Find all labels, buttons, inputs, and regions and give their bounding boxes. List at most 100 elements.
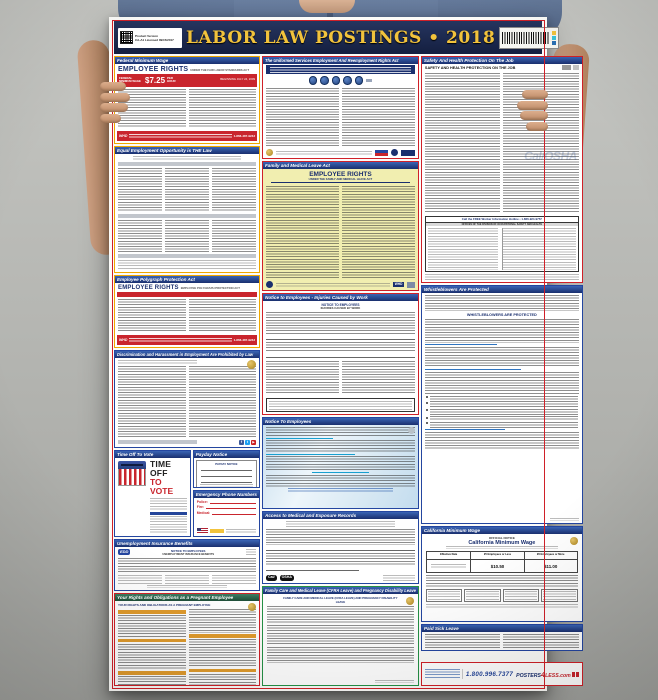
finger xyxy=(100,103,128,112)
dense-text xyxy=(118,168,162,213)
subheading-band xyxy=(118,162,256,166)
service-icon xyxy=(354,76,364,85)
brand-prefix: POSTERS xyxy=(516,672,541,679)
sick-leave-body-text xyxy=(422,632,582,650)
link-text xyxy=(312,471,369,474)
emergency-row: Fire: xyxy=(197,505,256,509)
section-userra: The Uniformed Services Employment And Re… xyxy=(262,56,419,159)
poster-content: Federal Minimum Wage EMPLOYEE RIGHTS UND… xyxy=(114,56,583,686)
footer-phone: 1.800.996.7377 xyxy=(465,670,514,678)
finger xyxy=(517,100,548,110)
right-hand xyxy=(512,90,548,131)
cal-logo: Cal/ xyxy=(266,575,277,581)
state-seal-icon xyxy=(405,597,414,605)
polygraph-footer: WHD 1-866-487-9243 xyxy=(117,335,257,345)
offices-columns xyxy=(426,226,578,271)
section-header: Notice to Employees - Injuries Caused by… xyxy=(263,294,418,301)
dense-text xyxy=(165,220,209,252)
subheading-band xyxy=(118,214,256,219)
middle-column: The Uniformed Services Employment And Re… xyxy=(262,56,419,686)
vote-line2: TO VOTE xyxy=(150,477,174,496)
section-header: Your Rights and Obligations as a Pregnan… xyxy=(115,594,259,601)
section-header: Payday Notice xyxy=(193,451,259,458)
rate-box xyxy=(425,589,463,602)
dense-text xyxy=(188,673,256,685)
dense-text xyxy=(246,549,256,556)
unemployment-titles: NOTICE TO EMPLOYEES UNEMPLOYMENT INSURAN… xyxy=(132,549,244,557)
bullet-icon xyxy=(425,409,428,412)
dense-text xyxy=(288,488,393,494)
rate-date-cell xyxy=(427,560,472,572)
labor-law-poster: Product Version CA-A1 Licensed 09/15/201… xyxy=(109,17,583,691)
finger xyxy=(100,113,121,123)
dense-text xyxy=(266,553,415,565)
link-text xyxy=(266,437,333,439)
qr-label-line1: Product Version xyxy=(135,33,159,38)
left-hand xyxy=(100,82,130,123)
dense-text xyxy=(268,400,413,410)
payday-emergency-stack: Payday Notice PAYDAY NOTICE Emergency Ph… xyxy=(192,450,260,537)
dense-text xyxy=(270,66,411,73)
safety-title: SAFETY AND HEALTH PROTECTION ON THE JOB xyxy=(424,65,516,70)
dense-text xyxy=(375,680,414,683)
section-header: Family and Medical Leave Act xyxy=(263,162,418,169)
barcode-icon xyxy=(502,31,551,44)
section-california-minimum-wage: California Minimum Wage OFFICIAL NOTICE … xyxy=(420,526,583,622)
section-header: Whistleblowers Are Protected xyxy=(421,286,582,293)
dense-text xyxy=(424,274,579,280)
orange-subhead xyxy=(188,634,256,638)
rate-cell: $11.00 xyxy=(544,563,558,569)
footer-note xyxy=(424,669,463,679)
dense-text xyxy=(425,575,578,587)
pregnant-body xyxy=(115,607,259,685)
dense-text xyxy=(266,312,415,335)
section-access-medical-records: Access to Medical and Exposure Records C… xyxy=(262,511,419,584)
dense-text xyxy=(286,521,395,527)
youtube-icon: ▶ xyxy=(251,440,256,445)
finger xyxy=(520,111,548,120)
link-text xyxy=(424,368,521,371)
form-line xyxy=(266,546,415,551)
dense-text xyxy=(424,371,579,394)
rate-detail-boxes xyxy=(425,589,578,602)
minimum-wage-band: FEDERAL MINIMUM WAGE $7.25 PER HOUR BEGI… xyxy=(117,73,257,87)
dense-text xyxy=(118,575,162,584)
divider xyxy=(271,182,410,183)
dense-text xyxy=(225,529,256,533)
dense-text xyxy=(429,416,578,421)
dense-text xyxy=(266,440,415,453)
flsa-footer: WHD 1-866-487-9243 xyxy=(117,131,257,141)
fill-in-line xyxy=(206,505,256,509)
barcode-box xyxy=(499,26,560,49)
discrimination-body-text xyxy=(115,364,259,439)
agency-logo xyxy=(406,281,415,288)
dense-text xyxy=(427,591,461,600)
fmla-body-text xyxy=(263,184,418,280)
whd-logo: WHD xyxy=(393,282,404,287)
hotline-heading: Call the FREE Worker Information Hotline… xyxy=(425,217,578,223)
eeo-text-columns xyxy=(115,219,259,253)
twitter-icon: t xyxy=(245,440,250,445)
orange-subhead xyxy=(118,610,186,614)
bullet-icon xyxy=(425,401,428,404)
section-eeo-is-the-law: Equal Employment Opportunity is THE Law xyxy=(114,146,260,273)
dense-text xyxy=(429,395,578,400)
dense-text xyxy=(266,87,339,146)
polygraph-title: EMPLOYEE RIGHTS xyxy=(118,284,179,291)
table-header-row: Effective Date 25 Employees or Less 26 E… xyxy=(426,552,577,560)
dense-text xyxy=(165,575,209,584)
dol-logo-icon xyxy=(266,281,273,288)
dense-text xyxy=(425,604,578,608)
section-header: Emergency Phone Numbers xyxy=(193,491,259,498)
dense-text xyxy=(424,669,460,679)
ballot-box-stripes xyxy=(118,469,146,486)
dense-text xyxy=(266,529,415,545)
injuries-callout-box xyxy=(266,398,415,412)
dense-text xyxy=(118,558,256,573)
form-line xyxy=(266,335,415,341)
agency-logo xyxy=(561,65,571,70)
vote-text: TIME OFF TO VOTE xyxy=(148,459,189,535)
ballot-box-lid xyxy=(118,461,146,469)
dense-text xyxy=(266,342,415,353)
left-column: Federal Minimum Wage EMPLOYEE RIGHTS UND… xyxy=(114,56,260,686)
